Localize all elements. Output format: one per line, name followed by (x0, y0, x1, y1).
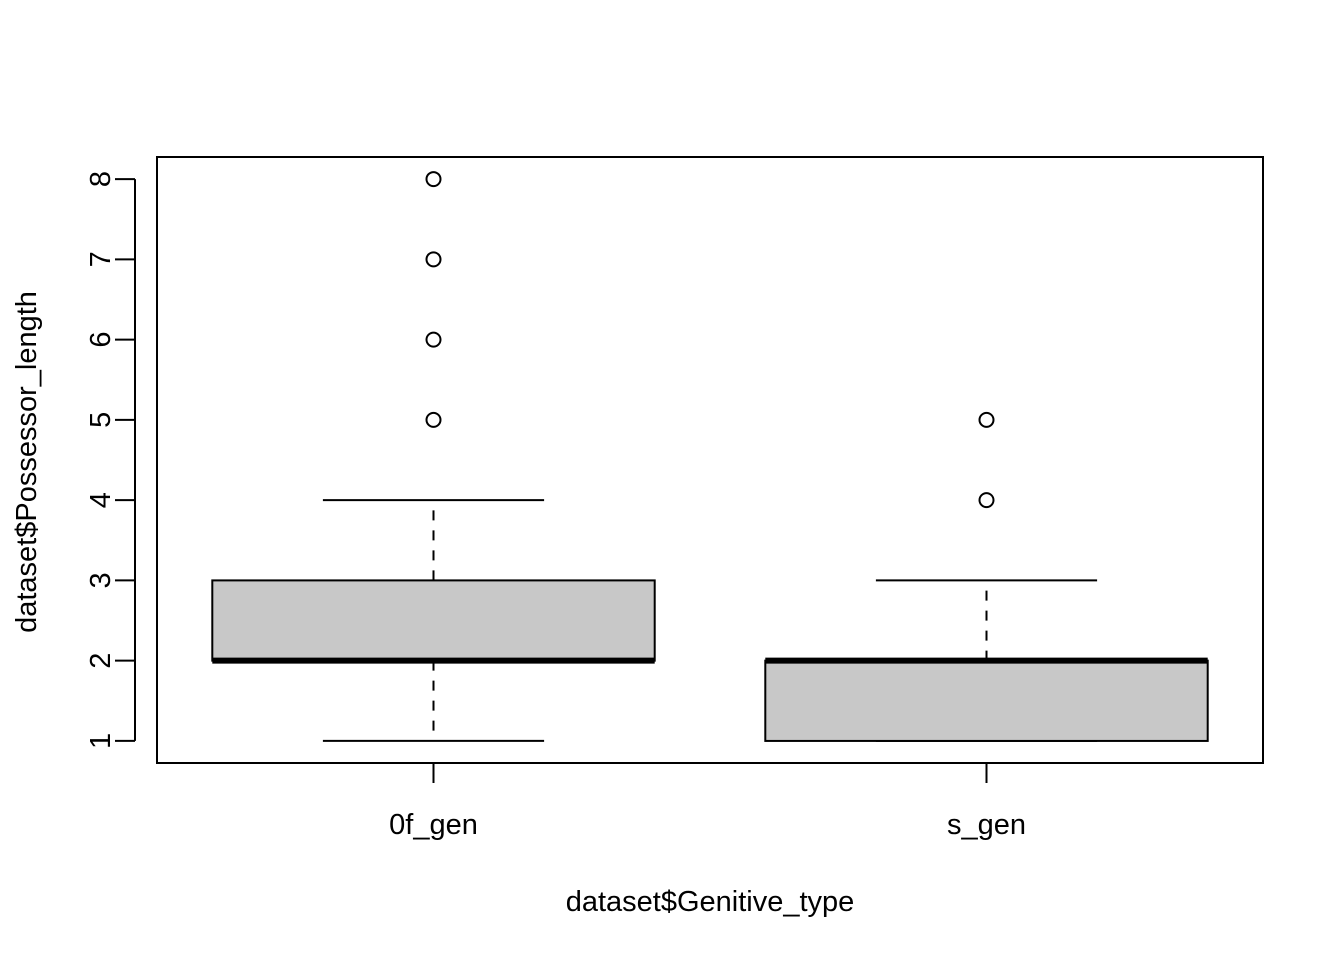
y-tick-label: 2 (85, 653, 117, 669)
x-axis-label: dataset$Genitive_type (566, 886, 855, 918)
outlier-point (978, 492, 995, 509)
y-tick-label: 7 (85, 251, 117, 267)
x-axis: 0f_gen s_gen (389, 763, 1026, 841)
outlier-point (425, 171, 442, 188)
outlier-point (425, 331, 442, 348)
y-tick-label: 3 (85, 572, 117, 588)
outlier-point (978, 411, 995, 428)
iqr-box (211, 579, 656, 662)
y-axis: 1 2 3 4 5 6 7 8 (85, 171, 136, 749)
iqr-box (764, 659, 1209, 742)
outlier-point (425, 411, 442, 428)
outlier-point (425, 251, 442, 268)
box-s_gen (764, 411, 1209, 742)
box-0f_gen (211, 171, 656, 742)
boxes-layer (211, 171, 1209, 742)
y-tick-label: 6 (85, 332, 117, 348)
y-tick-label: 5 (85, 412, 117, 428)
y-axis-label: dataset$Possessor_length (11, 291, 43, 633)
x-tick-label: s_gen (947, 809, 1026, 841)
y-tick-label: 8 (85, 171, 117, 187)
x-tick-label: 0f_gen (389, 809, 478, 841)
plot-frame (156, 156, 1264, 764)
y-tick-label: 4 (85, 492, 117, 508)
y-tick-label: 1 (85, 733, 117, 749)
